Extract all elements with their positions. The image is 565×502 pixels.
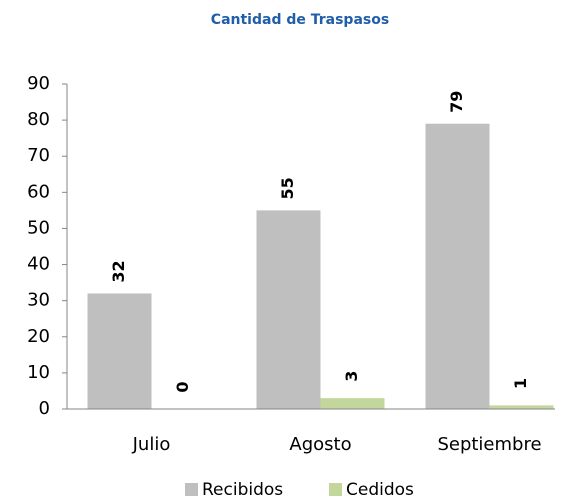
data-label: 0 — [173, 381, 192, 392]
x-tick-label: Julio — [132, 434, 171, 455]
bar — [320, 398, 385, 409]
data-label: 32 — [109, 260, 128, 282]
bar — [489, 405, 554, 409]
y-tick-label: 10 — [27, 362, 50, 383]
chart-title: Cantidad de Traspasos — [211, 12, 389, 28]
bar — [87, 293, 152, 409]
x-tick-label: Agosto — [289, 434, 351, 455]
data-label: 79 — [447, 91, 466, 113]
y-tick-label: 60 — [27, 181, 50, 202]
y-tick-label: 0 — [39, 398, 50, 419]
bar — [256, 210, 321, 409]
bar — [425, 123, 490, 409]
legend-swatch — [185, 483, 198, 496]
data-label: 1 — [511, 378, 530, 389]
y-tick-label: 20 — [27, 326, 50, 347]
y-tick-label: 40 — [27, 254, 50, 275]
data-label: 55 — [278, 177, 297, 199]
y-tick-label: 30 — [27, 290, 50, 311]
y-tick-label: 70 — [27, 145, 50, 166]
legend-label: Recibidos — [202, 480, 283, 500]
data-label: 3 — [342, 371, 361, 382]
y-tick-label: 80 — [27, 109, 50, 130]
y-tick-label: 90 — [27, 73, 50, 94]
y-tick-label: 50 — [27, 217, 50, 238]
legend-swatch — [329, 483, 342, 496]
x-tick-label: Septiembre — [437, 434, 541, 455]
legend-label: Cedidos — [346, 480, 414, 500]
